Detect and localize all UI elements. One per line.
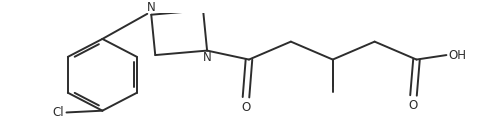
- Text: O: O: [241, 101, 250, 114]
- Text: OH: OH: [447, 49, 466, 62]
- Text: N: N: [202, 51, 211, 65]
- Text: O: O: [408, 99, 417, 112]
- Text: N: N: [146, 1, 156, 14]
- Text: Cl: Cl: [52, 106, 63, 119]
